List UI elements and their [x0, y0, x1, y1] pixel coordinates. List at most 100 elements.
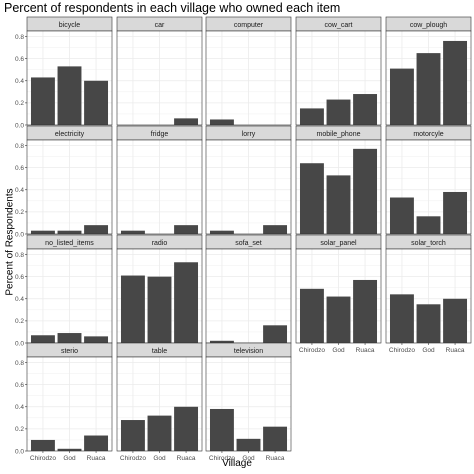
bar-god: [57, 448, 82, 451]
x-tick-label: God: [422, 347, 435, 354]
bar-ruaca: [174, 118, 199, 125]
bar-chirodzo: [120, 275, 145, 343]
y-tick-label: 0.4: [15, 187, 24, 194]
facet-frame: [385, 30, 472, 126]
bar-chirodzo: [299, 163, 324, 234]
bar-chirodzo: [389, 68, 414, 125]
bar-god: [57, 333, 82, 343]
y-tick-label: 0.6: [15, 56, 24, 63]
facet-frame: [26, 139, 113, 235]
bar-ruaca: [84, 435, 109, 451]
y-tick-label: 0.0: [15, 340, 24, 347]
bar-god: [57, 66, 82, 125]
bar-ruaca: [174, 225, 199, 234]
x-tick-label: Ruaca: [87, 455, 106, 462]
x-tick-label: Chirodzo: [299, 347, 325, 354]
bar-chirodzo: [120, 420, 145, 451]
x-tick-label: God: [63, 455, 76, 462]
y-tick-label: 0.2: [15, 209, 24, 216]
facet-label: fridge: [151, 131, 169, 138]
facet-label: cow_plough: [410, 22, 447, 29]
y-tick-label: 0.2: [15, 100, 24, 107]
facet-frame: [385, 139, 472, 235]
facet-label: television: [234, 348, 263, 355]
facet-frame: [205, 139, 292, 235]
facet-label: lorry: [242, 131, 256, 138]
facet-label: sofa_set: [235, 240, 262, 247]
bar-god: [236, 438, 261, 451]
facet-label: sterio: [61, 348, 78, 355]
facet-label: mobile_phone: [317, 131, 361, 138]
bar-ruaca: [443, 191, 468, 234]
bar-chirodzo: [389, 294, 414, 343]
bar-ruaca: [84, 225, 109, 234]
bar-chirodzo: [209, 408, 234, 451]
facet-frame: [26, 30, 113, 126]
bar-ruaca: [84, 336, 109, 343]
facet-label: electricity: [55, 131, 85, 138]
x-tick-label: God: [332, 347, 345, 354]
facet-frame: [116, 30, 203, 126]
bar-god: [326, 296, 351, 343]
bar-chirodzo: [209, 119, 234, 125]
y-tick-label: 0.8: [15, 252, 24, 259]
y-tick-label: 0.8: [15, 360, 24, 367]
y-tick-label: 0.0: [15, 231, 24, 238]
bar-chirodzo: [389, 197, 414, 234]
facet-frame: [205, 30, 292, 126]
facet-label: bicycle: [59, 22, 81, 29]
y-tick-label: 0.8: [15, 34, 24, 41]
bar-chirodzo: [120, 230, 145, 234]
bar-chirodzo: [30, 439, 55, 451]
bar-chirodzo: [209, 340, 234, 343]
bar-god: [147, 276, 172, 343]
bar-god: [326, 99, 351, 125]
y-tick-label: 0.6: [15, 382, 24, 389]
bar-god: [57, 230, 82, 234]
y-tick-label: 0.2: [15, 426, 24, 433]
x-tick-label: Chirodzo: [209, 455, 235, 462]
bar-ruaca: [353, 94, 378, 125]
bar-ruaca: [353, 279, 378, 343]
x-tick-label: Ruaca: [177, 455, 196, 462]
bar-chirodzo: [299, 288, 324, 343]
bar-god: [416, 304, 441, 343]
chart-title: Percent of respondents in each village w…: [4, 1, 341, 15]
bar-chirodzo: [30, 335, 55, 343]
x-tick-label: Ruaca: [356, 347, 375, 354]
facet-frame: [295, 30, 382, 126]
facet-label: computer: [234, 22, 264, 29]
y-tick-label: 0.4: [15, 404, 24, 411]
bar-ruaca: [263, 225, 288, 234]
x-tick-label: Chirodzo: [120, 455, 146, 462]
y-tick-label: 0.6: [15, 165, 24, 172]
bar-chirodzo: [30, 77, 55, 125]
y-tick-label: 0.0: [15, 448, 24, 455]
bar-god: [147, 415, 172, 451]
bar-god: [326, 175, 351, 234]
y-tick-label: 0.2: [15, 318, 24, 325]
x-axis-title: Village: [222, 458, 252, 469]
facet-label: solar_torch: [411, 240, 446, 247]
x-tick-label: Chirodzo: [389, 347, 415, 354]
bar-ruaca: [174, 406, 199, 451]
bar-chirodzo: [30, 230, 55, 234]
x-tick-label: Chirodzo: [30, 455, 56, 462]
facet-label: radio: [152, 240, 168, 247]
bar-ruaca: [174, 262, 199, 343]
facet-label: car: [155, 22, 165, 29]
facet-frame: [295, 139, 382, 235]
facet-label: motorcyle: [413, 131, 443, 138]
y-tick-label: 0.0: [15, 122, 24, 129]
bar-ruaca: [263, 426, 288, 451]
bar-god: [416, 216, 441, 234]
bar-ruaca: [443, 40, 468, 125]
bar-ruaca: [443, 298, 468, 343]
x-tick-label: God: [242, 455, 255, 462]
x-tick-label: Ruaca: [446, 347, 465, 354]
facet-label: solar_panel: [320, 240, 357, 247]
y-tick-label: 0.4: [15, 78, 24, 85]
y-tick-label: 0.6: [15, 274, 24, 281]
facet-label: table: [152, 348, 167, 355]
